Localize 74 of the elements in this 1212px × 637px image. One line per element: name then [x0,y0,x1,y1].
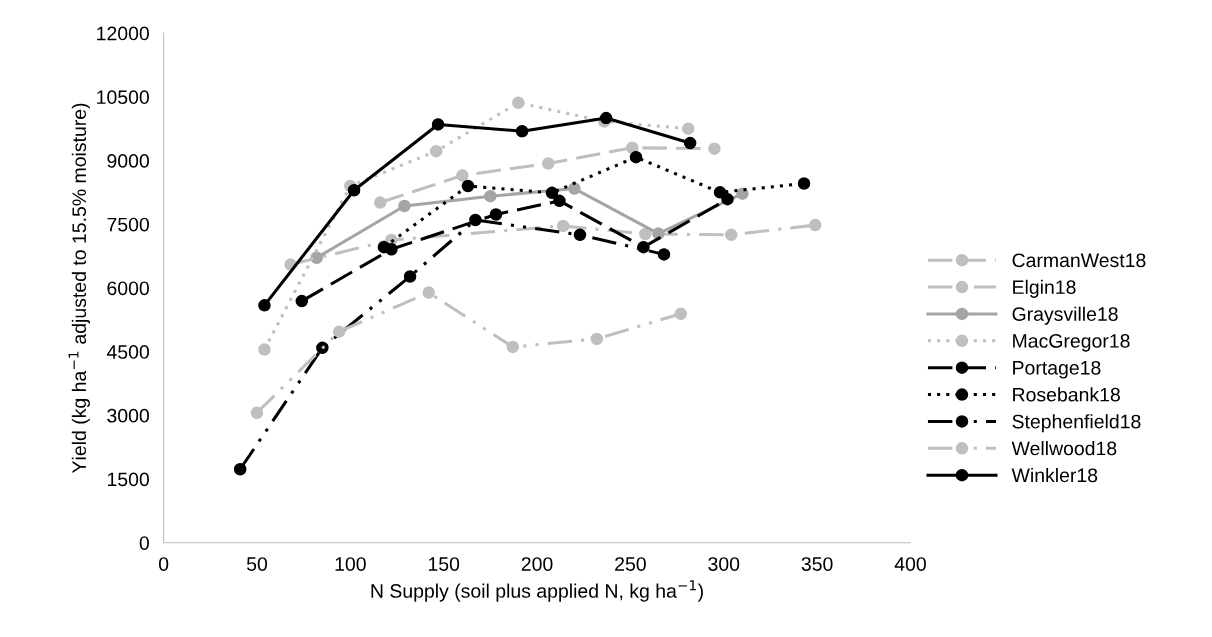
y-tick-label: 3000 [107,408,149,423]
point [489,208,503,221]
y-tick-label: 6000 [107,281,149,296]
x-tick-label: 0 [158,557,169,571]
point [515,124,529,138]
x-tick-label: 300 [708,557,740,571]
point [310,251,323,265]
point [556,219,570,233]
y-tick-label: 9000 [107,153,149,168]
x-tick-label: 100 [335,557,366,571]
point [332,325,346,338]
y-tick-label: 10500 [97,90,149,105]
point [721,192,734,206]
point [797,177,811,190]
point [629,150,643,164]
point [674,307,688,321]
point [708,142,721,155]
legend-label: Rosebank18 [1013,387,1120,402]
point [377,240,391,254]
y-tick-label: 1500 [107,472,149,487]
x-tick-label: 350 [801,557,833,571]
point [657,248,671,261]
y-axis-title: Yield (kg ha$^{−1}$ adjusted to 15.5% moisture) [68,103,90,473]
y-tick-label: 12000 [97,26,149,41]
x-tick-label: 150 [428,557,460,571]
legend-label: Portage18 [1013,360,1101,379]
point [403,270,417,283]
legend-label: Winkler18 [1011,467,1098,483]
point [682,122,695,135]
y-tick-label: 7500 [107,217,149,232]
point [553,194,566,208]
x-axis-title: N Supply (soil plus applied N, kg ha$^{−1}$) [371,580,703,602]
y-tick-label: 0 [139,536,149,550]
x-tick-label: 400 [894,557,926,571]
legend-label: Elgin18 [1013,279,1076,298]
point [431,118,445,131]
point [429,144,443,158]
legend-label: MacGregor18 [1013,334,1130,352]
x-tick-label: 250 [615,557,646,571]
point [422,286,435,299]
point [347,183,361,197]
point [599,111,613,125]
point [295,294,309,308]
point [484,189,497,203]
point [258,343,271,356]
point [469,213,482,227]
point [398,199,411,213]
point [590,332,604,346]
point [461,179,475,193]
point [233,463,247,476]
point [545,186,559,200]
point [316,341,329,355]
legend-label: CarmanWest18 [1012,253,1146,268]
point [506,340,520,354]
point [373,196,387,209]
point [637,240,650,254]
point [639,227,652,241]
point [568,182,581,195]
point [541,157,555,170]
point [683,136,697,150]
x-tick-label: 50 [246,557,268,571]
legend-label: Stephenfield18 [1012,414,1141,433]
point [512,96,525,110]
point [724,228,738,242]
point [573,228,587,242]
x-tick-label: 200 [521,557,553,571]
y-tick-label: 4500 [106,345,149,359]
point [808,218,822,232]
legend-label: Graysville18 [1012,306,1118,325]
point [250,406,264,420]
point [456,169,469,182]
point [258,299,271,312]
point [713,186,727,199]
legend-label: Wellwood18 [1011,441,1117,456]
